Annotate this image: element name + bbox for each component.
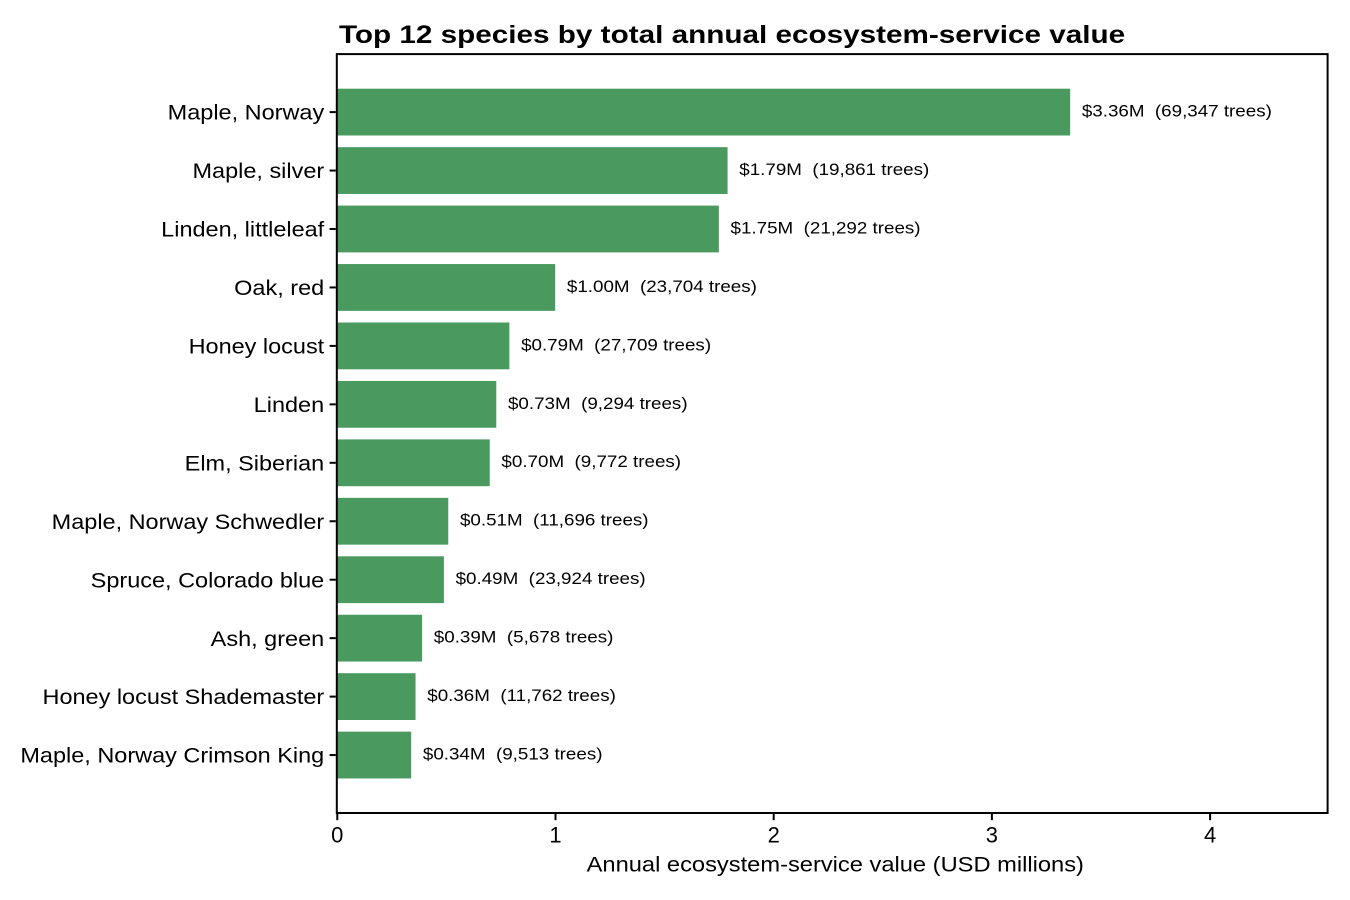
- svg-text:Maple, Norway Schwedler: Maple, Norway Schwedler: [52, 510, 325, 534]
- svg-text:0: 0: [331, 823, 343, 848]
- svg-text:Maple, Norway Crimson King: Maple, Norway Crimson King: [20, 744, 324, 768]
- svg-text:2: 2: [768, 823, 780, 848]
- svg-text:$0.73M (9,294 trees): $0.73M (9,294 trees): [508, 394, 688, 413]
- svg-text:4: 4: [1204, 823, 1216, 848]
- svg-text:Linden: Linden: [254, 393, 325, 417]
- svg-text:$0.49M (23,924 trees): $0.49M (23,924 trees): [456, 569, 646, 588]
- svg-text:$1.00M (23,704 trees): $1.00M (23,704 trees): [567, 277, 757, 296]
- svg-text:$3.36M (69,347 trees): $3.36M (69,347 trees): [1082, 102, 1272, 121]
- svg-text:Oak, red: Oak, red: [234, 276, 324, 300]
- svg-text:$0.34M (9,513 trees): $0.34M (9,513 trees): [423, 744, 603, 763]
- svg-text:Honey locust Shademaster: Honey locust Shademaster: [43, 685, 325, 709]
- svg-text:$0.51M (11,696 trees): $0.51M (11,696 trees): [460, 511, 649, 530]
- svg-text:Maple, silver: Maple, silver: [193, 159, 325, 183]
- svg-text:Ash, green: Ash, green: [211, 627, 325, 651]
- svg-text:$0.39M (5,678 trees): $0.39M (5,678 trees): [434, 628, 614, 647]
- svg-text:Annual ecosystem-service value: Annual ecosystem-service value (USD mill…: [587, 852, 1084, 876]
- svg-text:$0.36M (11,762 trees): $0.36M (11,762 trees): [427, 686, 616, 705]
- svg-text:3: 3: [986, 823, 998, 848]
- svg-text:$1.79M (19,861 trees): $1.79M (19,861 trees): [739, 160, 929, 179]
- svg-text:Spruce, Colorado blue: Spruce, Colorado blue: [91, 568, 325, 592]
- svg-text:Elm, Siberian: Elm, Siberian: [185, 451, 325, 475]
- svg-text:$0.79M (27,709 trees): $0.79M (27,709 trees): [521, 335, 711, 354]
- svg-text:Honey locust: Honey locust: [189, 335, 325, 359]
- svg-text:$1.75M (21,292 trees): $1.75M (21,292 trees): [731, 218, 921, 237]
- svg-text:Maple, Norway: Maple, Norway: [168, 101, 325, 125]
- svg-text:Top 12 species by total annual: Top 12 species by total annual ecosystem…: [339, 21, 1125, 49]
- svg-text:1: 1: [549, 823, 561, 848]
- svg-text:$0.70M (9,772 trees): $0.70M (9,772 trees): [501, 452, 681, 471]
- svg-text:Linden, littleleaf: Linden, littleleaf: [161, 218, 324, 242]
